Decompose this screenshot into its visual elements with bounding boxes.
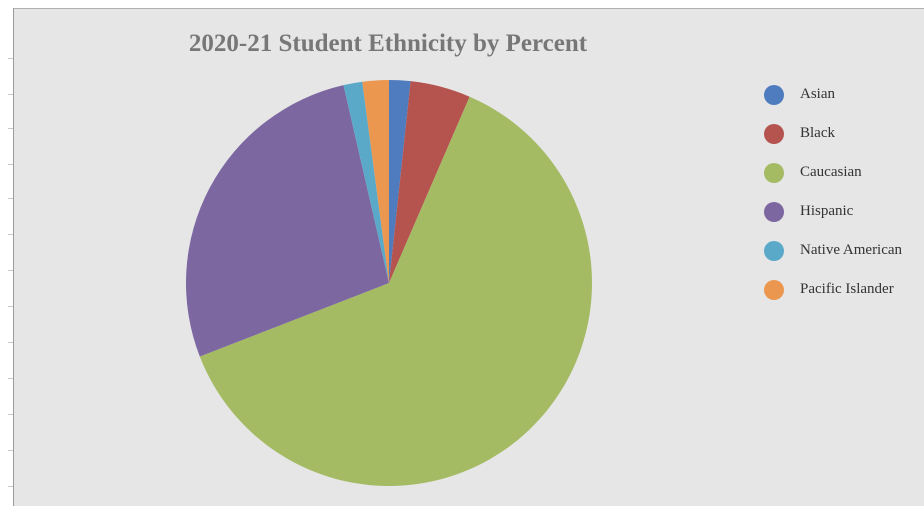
legend-label: Black <box>800 125 835 141</box>
legend-item-native-american: Native American <box>764 231 924 270</box>
legend-marker <box>764 201 784 222</box>
legend-marker <box>764 279 784 300</box>
legend-marker <box>764 162 784 183</box>
legend-item-pacific-islander: Pacific Islander <box>764 270 924 309</box>
legend-marker <box>764 84 784 105</box>
legend-item-asian: Asian <box>764 75 924 114</box>
pie-slice-hispanic <box>186 85 389 357</box>
pie-slice-caucasian <box>199 96 592 486</box>
pie-slice-pacific-islander <box>362 80 389 283</box>
left-edge-ticks <box>0 0 13 506</box>
legend-label: Caucasian <box>800 164 862 180</box>
legend-label: Asian <box>800 86 835 102</box>
chart-legend: Asian Black Caucasian Hispanic Native Americ… <box>764 75 924 309</box>
pie-slice-native-american <box>343 81 389 283</box>
legend-marker <box>764 240 784 261</box>
legend-marker <box>764 123 784 144</box>
pie-slice-black <box>389 81 470 283</box>
legend-item-caucasian: Caucasian <box>764 153 924 192</box>
pie-slice-asian <box>389 80 411 283</box>
legend-item-black: Black <box>764 114 924 153</box>
chart-title: 2020-21 Student Ethnicity by Percent <box>188 30 588 57</box>
legend-label: Hispanic <box>800 203 854 219</box>
legend-label: Pacific Islander <box>800 281 894 297</box>
legend-item-hispanic: Hispanic <box>764 192 924 231</box>
legend-label: Native American <box>800 242 903 258</box>
